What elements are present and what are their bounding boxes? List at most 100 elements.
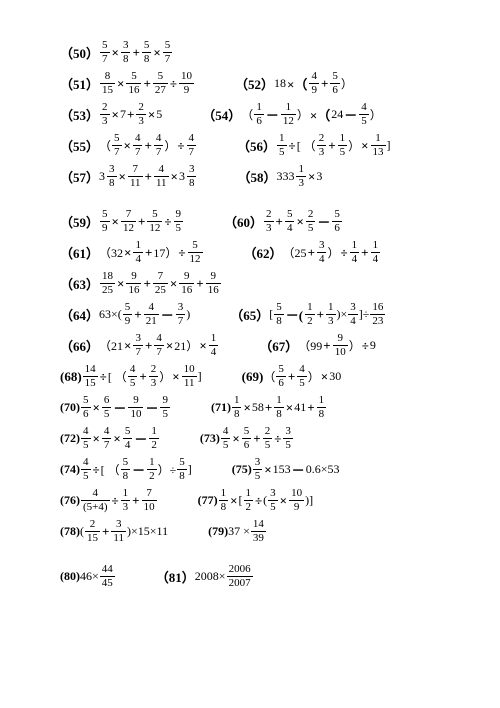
problem: （59）59×712+512÷95: [60, 209, 184, 234]
fraction: 65: [102, 395, 112, 420]
problem-number: （64）: [60, 305, 99, 324]
fraction: 23: [264, 209, 274, 234]
fraction: 57: [163, 40, 173, 65]
problem: (75) 35×153－0.6×53: [232, 457, 340, 482]
fraction: 38: [187, 164, 197, 189]
problem-number: （57）: [60, 167, 99, 186]
fraction: 45: [81, 426, 91, 451]
problem-row: (68) 1415÷[ （45+23）×1011 ](69) （56+45）×3…: [60, 364, 500, 389]
mixed-fraction: 33313: [276, 164, 307, 189]
fraction: 95: [160, 395, 170, 420]
problem-number: （52）: [235, 74, 274, 93]
problem-number: (80): [60, 569, 80, 584]
problem: (77) 18×[12÷(35×109)]: [198, 488, 313, 513]
problem: （61）（32×14+17）÷512: [60, 240, 204, 265]
problem: （64）63×(59+421－37): [60, 302, 190, 327]
fraction: 910: [333, 333, 348, 358]
problem-number: （63）: [60, 274, 99, 293]
fraction: 112: [281, 102, 296, 127]
problem-number: （60）: [224, 212, 263, 231]
problem: （62）（25+34）÷14+14: [244, 240, 382, 265]
problems-page: （50）57×38+58×57（51）815×516+527÷109（52）18…: [0, 0, 500, 589]
fraction: 916: [126, 271, 141, 296]
mixed-fraction: 338: [179, 164, 198, 189]
fraction: 95: [174, 209, 184, 234]
problem-row: (72) 45×47×54－12(73) 45×56+25÷35: [60, 426, 500, 451]
problem-number: （81）: [156, 567, 195, 586]
problem-number: (73): [200, 431, 220, 446]
problem: （67）（99+910）÷9: [259, 333, 376, 358]
problem-row: （59）59×712+512÷95 （60）23+54×25－56: [60, 209, 500, 234]
fraction: 25: [263, 426, 273, 451]
fraction: 109: [179, 71, 194, 96]
fraction: 516: [126, 71, 141, 96]
fraction: 411: [154, 164, 169, 189]
fraction: 1623: [370, 302, 385, 327]
problem: （54）（16－112）×（24－45）: [202, 102, 382, 127]
fraction: 13: [326, 302, 336, 327]
fraction: 12: [244, 488, 254, 513]
problem-row: (78) (215+311)×15×11(79) 37 ×1439: [60, 519, 500, 544]
problem: （57）338×711+411×338: [60, 164, 197, 189]
fraction: 49: [309, 71, 319, 96]
fraction: 18: [274, 395, 284, 420]
fraction: 56: [81, 395, 91, 420]
fraction: 215: [85, 519, 100, 544]
fraction: 512: [188, 240, 203, 265]
problem: (69) （56+45）×30: [242, 364, 342, 389]
fraction: 25: [306, 209, 316, 234]
fraction: 34: [317, 240, 327, 265]
problem-row: (76) 4(5+4)÷13+710 (77) 18×[12÷(35×109)]: [60, 488, 500, 513]
fraction: 421: [144, 302, 159, 327]
fraction: 1415: [83, 364, 98, 389]
problem-number: (71): [211, 400, 231, 415]
fraction: 38: [121, 40, 131, 65]
fraction: 14: [350, 240, 360, 265]
fraction: 4(5+4): [81, 488, 110, 513]
fraction: 58: [274, 302, 284, 327]
fraction: 34: [348, 302, 358, 327]
problem: （60）23+54×25－56: [224, 209, 343, 234]
fraction: 12: [147, 457, 157, 482]
problem: (74) 45÷[ （58－12）÷58 ]: [60, 457, 192, 482]
problem: （63）1825×916+725×916+916: [60, 271, 222, 296]
fraction: 12: [305, 302, 315, 327]
fraction: 56: [242, 426, 252, 451]
fraction: 23: [100, 102, 110, 127]
fraction: 37: [176, 302, 186, 327]
problem-number: （54）: [202, 105, 241, 124]
problem-row: （61）（32×14+17）÷512 （62）（25+34）÷14+14: [60, 240, 500, 265]
fraction: 1011: [182, 364, 197, 389]
problem: (76) 4(5+4)÷13+710: [60, 488, 158, 513]
problem: （51）815×516+527÷109: [60, 71, 195, 96]
fraction: 23: [136, 102, 146, 127]
problem-number: （59）: [60, 212, 99, 231]
problem: (72) 45×47×54－12: [60, 426, 160, 451]
fraction: 56: [332, 209, 342, 234]
fraction: 15: [338, 133, 348, 158]
fraction: 35: [283, 426, 293, 451]
problem: (78) (215+311)×15×11: [60, 519, 168, 544]
fraction: 58: [121, 457, 131, 482]
problem: （66）（21×37+47×21）×14: [60, 333, 219, 358]
fraction: 23: [317, 133, 327, 158]
problem: (70) 56×65－910－95: [60, 395, 171, 420]
fraction: 910: [128, 395, 143, 420]
mixed-fraction: 338: [99, 164, 118, 189]
problem-row: (70) 56×65－910－95(71) 18×58+18×41+18: [60, 395, 500, 420]
problem: （52）18×（49+56）: [235, 71, 353, 96]
fraction: 47: [187, 133, 197, 158]
problem: （55）（57×47+47）÷47: [60, 133, 197, 158]
fraction: 4445: [100, 564, 115, 589]
fraction: 18: [317, 395, 327, 420]
fraction: 59: [100, 209, 110, 234]
fraction: 725: [153, 271, 168, 296]
fraction: 14: [371, 240, 381, 265]
fraction: 58: [177, 457, 187, 482]
fraction: 38: [107, 164, 117, 189]
problem-number: (75): [232, 462, 252, 477]
fraction: 54: [123, 426, 133, 451]
problem-number: (69): [242, 369, 264, 385]
problem-number: （50）: [60, 43, 99, 62]
problem-row: （51）815×516+527÷109 （52）18×（49+56）: [60, 71, 500, 96]
